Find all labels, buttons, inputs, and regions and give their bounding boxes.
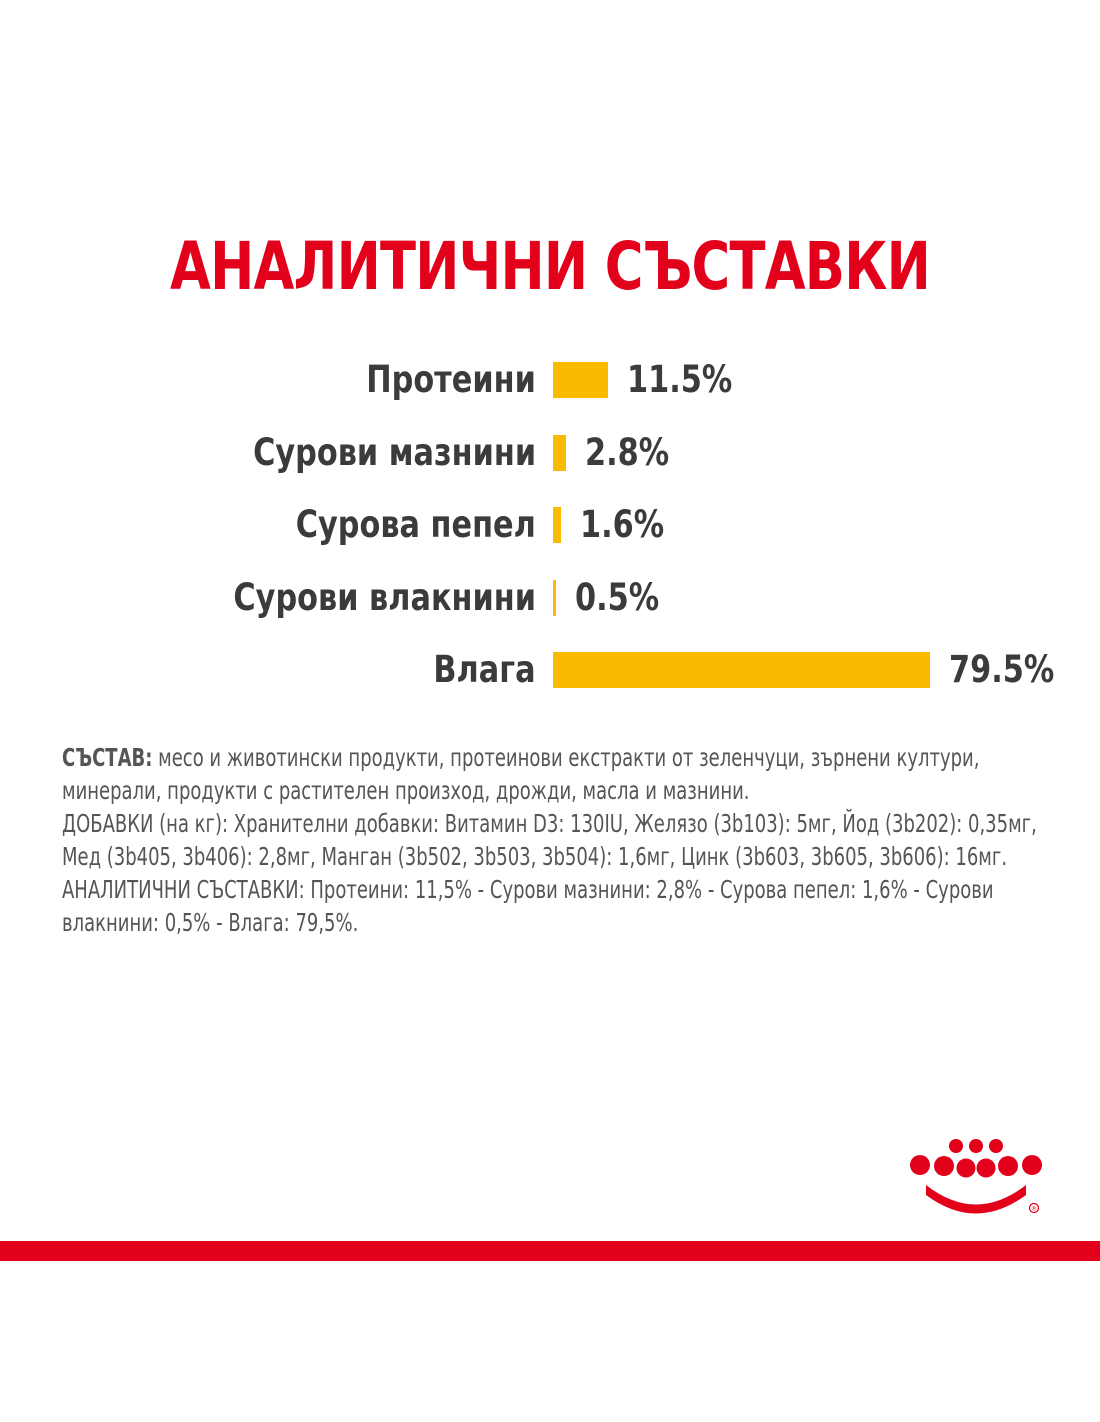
crown-icon: ® xyxy=(910,1139,1042,1214)
chart-title: АНАЛИТИЧНИ СЪСТАВКИ xyxy=(170,228,931,305)
analytical-paragraph: АНАЛИТИЧНИ СЪСТАВКИ: Протеини: 11,5% - С… xyxy=(62,875,994,937)
category-label: Сурови мазнини xyxy=(253,430,536,474)
ingredients-text: месо и животински продукти, протеинови е… xyxy=(62,743,980,805)
category-label: Протеини xyxy=(366,358,536,401)
trademark-symbol: ® xyxy=(1031,1206,1037,1213)
category-label: Влага xyxy=(433,648,536,691)
category-label: Сурови влакнини xyxy=(233,575,536,619)
bar xyxy=(553,507,561,543)
data-label: 1.6% xyxy=(579,503,664,546)
ingredients-paragraph: СЪСТАВ: месо и животински продукти, прот… xyxy=(62,741,1038,807)
bar xyxy=(553,362,608,398)
category-label: Сурова пепел xyxy=(295,503,536,546)
bar xyxy=(553,579,556,616)
additives-paragraph: ДОБАВКИ (на кг): Хранителни добавки: Вит… xyxy=(62,809,1037,871)
data-label: 0.5% xyxy=(575,575,660,619)
data-label: 2.8% xyxy=(585,430,670,474)
composition-heading: СЪСТАВ: xyxy=(62,743,153,772)
data-label: 79.5% xyxy=(949,648,1055,691)
composition-text: СЪСТАВ: месо и животински продукти, прот… xyxy=(62,741,1038,939)
nutrient-bar-chart: Протеини 11.5% Сурови мазнини 2.8% Сурова пе… xyxy=(233,358,1055,691)
bar xyxy=(553,434,567,471)
footer-red-stripe xyxy=(0,1241,1100,1261)
bar xyxy=(553,652,930,688)
data-label: 11.5% xyxy=(626,358,732,401)
